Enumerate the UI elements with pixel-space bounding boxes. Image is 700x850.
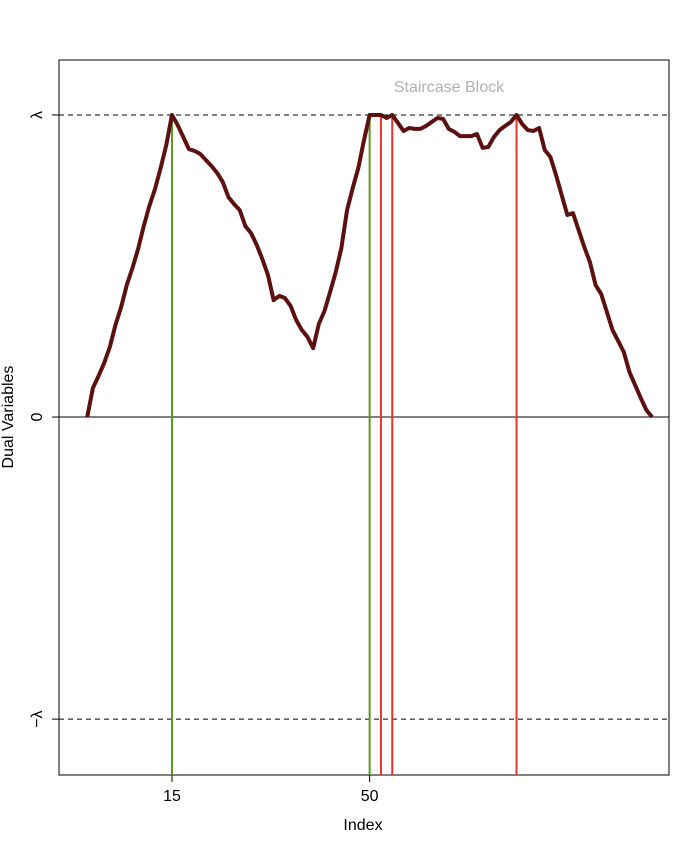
y-axis-label: Dual Variables xyxy=(0,366,17,469)
x-tick-label: 15 xyxy=(163,788,181,805)
y-tick-label: −λ xyxy=(29,710,46,727)
annotation: Staircase Block xyxy=(394,79,505,96)
x-axis-label: Index xyxy=(343,817,382,834)
y-tick-label: λ xyxy=(29,111,46,119)
y-tick-label: 0 xyxy=(29,413,46,422)
x-tick-label: 50 xyxy=(361,788,379,805)
data-line xyxy=(85,112,654,419)
